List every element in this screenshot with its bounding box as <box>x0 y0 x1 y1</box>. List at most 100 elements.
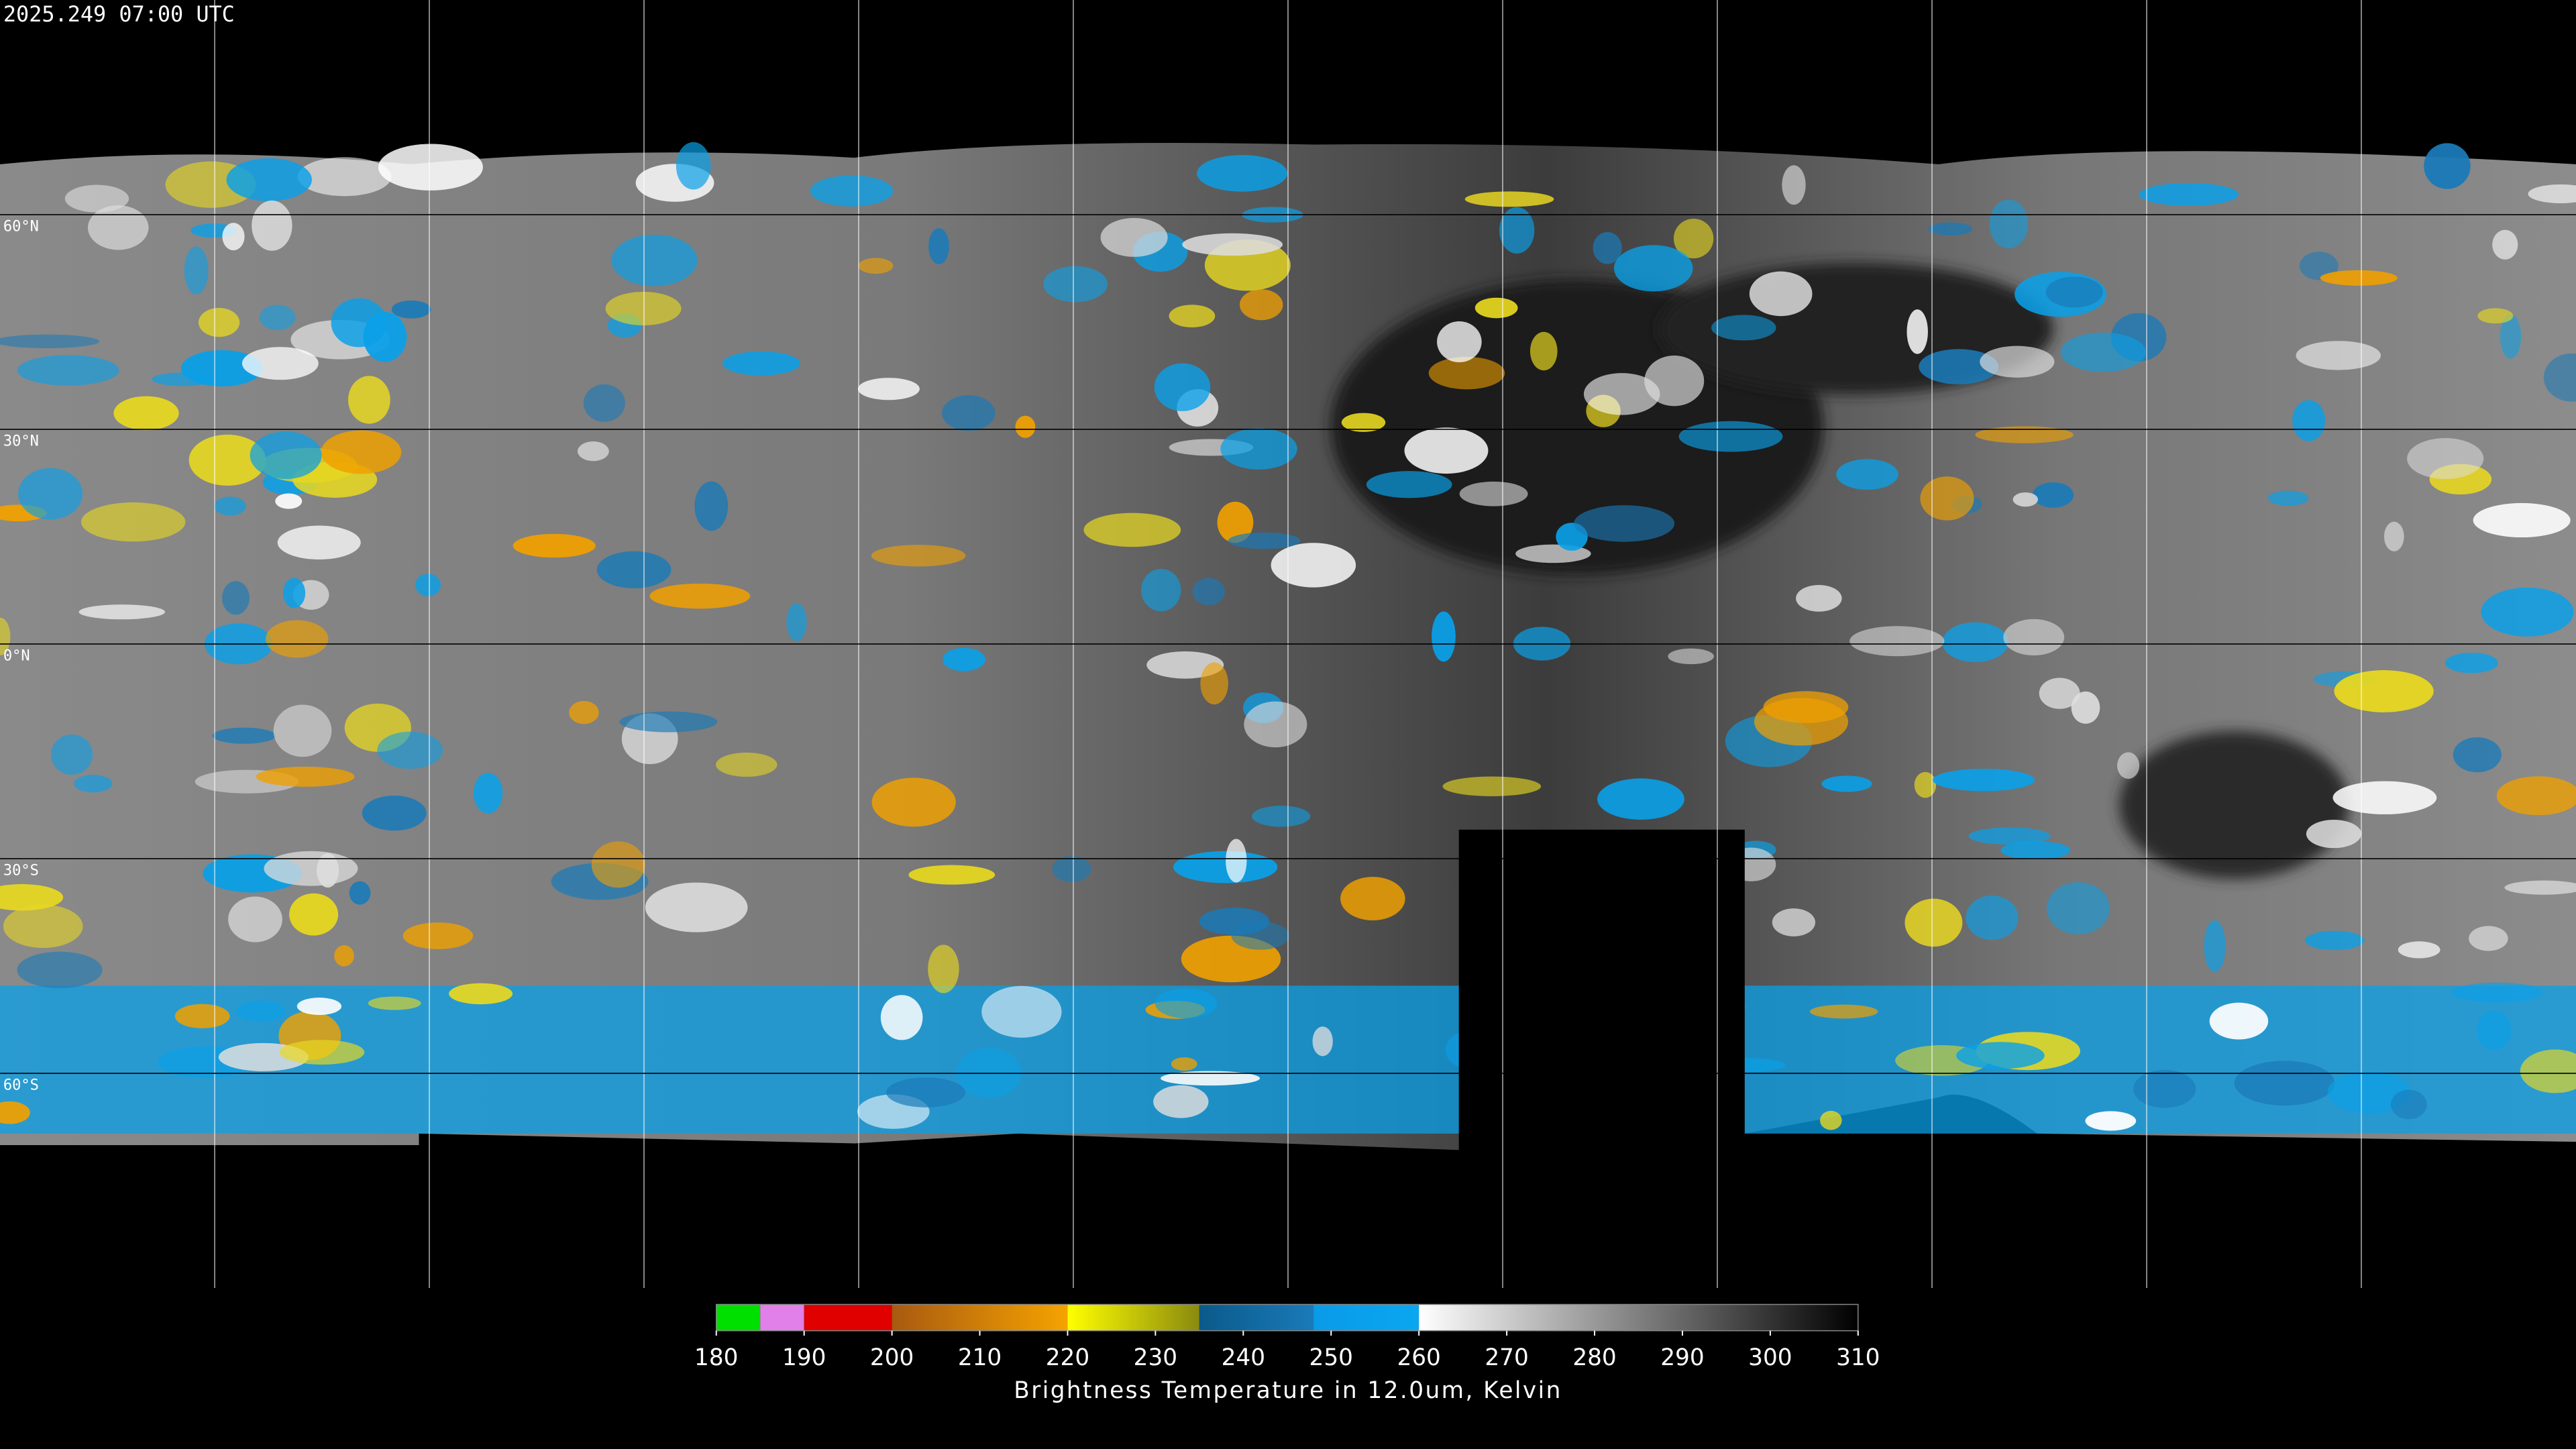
cloud-blob <box>1966 895 2019 941</box>
cloud-blob <box>619 711 718 733</box>
colorbar-segment <box>1419 1304 1858 1331</box>
cloud-blob <box>2032 482 2074 508</box>
cloud-blob <box>2473 502 2571 538</box>
cloud-blob <box>214 496 246 516</box>
cloud-blob <box>1244 701 1307 748</box>
cloud-blob <box>1772 908 1816 936</box>
cloud-blob <box>113 396 179 431</box>
cloud-blob <box>2477 308 2514 324</box>
cloud-blob <box>1583 373 1660 415</box>
cloud-blob <box>1199 908 1270 935</box>
cloud-blob <box>1821 775 1872 792</box>
cloud-blob <box>1529 331 1558 371</box>
cloud-blob <box>2424 143 2471 189</box>
cloud-blob <box>1904 898 1963 947</box>
cloud-blob <box>2320 270 2398 286</box>
cloud-blob <box>1442 776 1542 796</box>
latitude-label: 60°N <box>3 218 39 235</box>
cloud-blob <box>184 246 209 294</box>
cloud-blob <box>2267 490 2309 506</box>
cloud-blob <box>1171 1057 1197 1071</box>
cloud-blob <box>1239 289 1283 321</box>
cloud-blob <box>349 881 371 905</box>
colorbar-segment <box>760 1304 804 1331</box>
cloud-blob <box>2496 776 2576 816</box>
cloud-blob <box>347 376 390 424</box>
cloud-blob <box>2133 1069 2196 1108</box>
cloud-blob <box>279 1040 365 1065</box>
cloud-blob <box>1836 459 1898 490</box>
cloud-blob <box>87 205 149 250</box>
cloud-blob <box>1928 222 1973 236</box>
cloud-blob <box>17 355 119 386</box>
cloud-blob <box>2492 229 2518 260</box>
cloud-blob <box>250 431 322 480</box>
cloud-blob <box>1499 207 1535 254</box>
cloud-blob <box>1593 231 1622 264</box>
cloud-blob <box>2085 1111 2137 1131</box>
cloud-blob <box>2306 820 2362 849</box>
cloud-blob <box>1668 648 1714 665</box>
cloud-blob <box>1597 778 1684 820</box>
colorbar-tick-label: 280 <box>1572 1344 1616 1371</box>
cloud-blob <box>2209 1002 2269 1040</box>
cloud-blob <box>1432 611 1456 662</box>
cloud-blob <box>2453 737 2502 773</box>
cloud-blob <box>1182 233 1283 256</box>
cloud-blob <box>0 334 100 349</box>
cloud-blob <box>1809 1004 1878 1019</box>
colorbar-segment <box>1313 1304 1419 1331</box>
cloud-blob <box>1271 543 1356 588</box>
cloud-blob <box>226 158 312 201</box>
cloud-blob <box>2299 252 2339 280</box>
cloud-blob <box>1043 266 1108 303</box>
colorbar-tick-label: 220 <box>1046 1344 1089 1371</box>
cloud-blob <box>402 922 474 949</box>
colorbar-tick-label: 240 <box>1222 1344 1265 1371</box>
cloud-blob <box>74 774 113 793</box>
cloud-blob <box>1083 513 1181 547</box>
latitude-label: 60°S <box>3 1077 39 1093</box>
cloud-blob <box>1173 851 1278 883</box>
cloud-blob <box>1711 315 1776 341</box>
cloud-blob <box>2520 1049 2576 1093</box>
cloud-blob <box>277 525 361 560</box>
cloud-blob <box>2139 182 2239 206</box>
cloud-blob <box>1015 415 1036 438</box>
cloud-blob <box>2060 332 2146 372</box>
colorbar-segment <box>716 1304 761 1331</box>
cloud-blob <box>0 883 64 911</box>
cloud-blob <box>297 998 342 1016</box>
timestamp: 2025.249 07:00 UTC <box>3 1 235 27</box>
cloud-blob <box>50 734 93 775</box>
cloud-blob <box>378 144 483 191</box>
colorbar-tick-label: 260 <box>1397 1344 1440 1371</box>
latitude-label: 0°N <box>3 647 30 664</box>
cloud-blob <box>1975 426 2074 443</box>
cloud-blob <box>2390 1089 2427 1120</box>
colorbar: 180 190 200 210 220 230 240 250 260 270 280 290 300 3… <box>694 1303 1880 1371</box>
cloud-blob <box>513 533 596 558</box>
cloud-blob <box>2481 587 2574 637</box>
cloud-blob <box>2204 920 2226 973</box>
cloud-blob <box>1613 245 1693 292</box>
cloud-blob <box>2398 941 2440 959</box>
cloud-blob <box>2445 653 2498 674</box>
cloud-blob <box>1252 805 1311 827</box>
dry-region <box>2119 731 2350 879</box>
cloud-blob <box>3 904 83 949</box>
cloud-blob <box>871 545 966 567</box>
cloud-blob <box>2327 1071 2411 1114</box>
cloud-blob <box>1980 345 2055 378</box>
cloud-blob <box>273 704 332 757</box>
cloud-blob <box>611 234 698 286</box>
cloud-blob <box>857 378 920 400</box>
cloud-blob <box>1155 988 1218 1018</box>
cloud-blob <box>174 1004 230 1028</box>
cloud-blob <box>1782 165 1806 205</box>
cloud-blob <box>1968 827 2051 845</box>
latitude-label: 30°S <box>3 862 39 879</box>
colorbar-tick-label: 230 <box>1134 1344 1177 1371</box>
